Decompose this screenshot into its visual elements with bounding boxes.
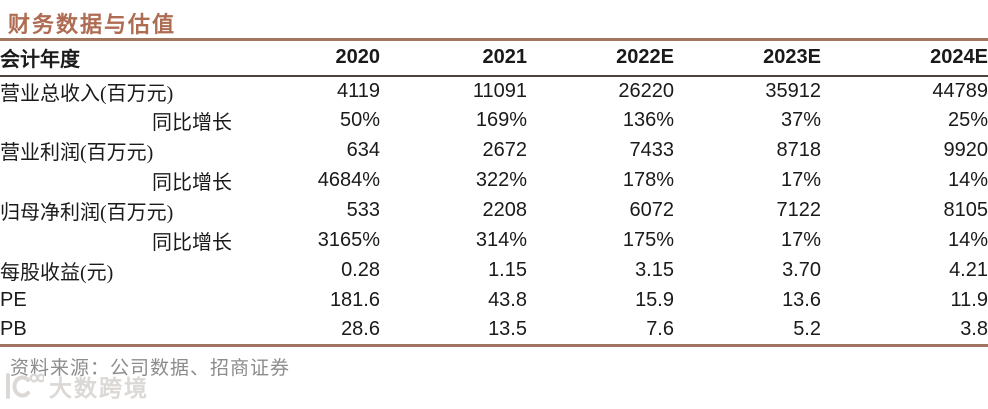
table-row: 营业利润(百万元) 634 2672 7433 8718 9920 [0,136,988,166]
row-label: 每股收益(元) [0,262,114,284]
source-note: 资料来源：公司数据、招商证券 [10,358,291,379]
value-cell: 37% [780,109,821,131]
value-cell: 50% [339,109,380,131]
row-sublabel: 同比增长 [152,232,232,254]
row-sublabel: 同比增长 [152,112,232,134]
value-cell: 17% [780,229,821,251]
value-cell: 4684% [317,169,380,191]
value-cell: 169% [475,109,527,131]
value-cell: 3.8 [960,318,988,341]
value-cell: 175% [622,229,674,251]
value-cell: 11.9 [950,289,988,311]
value-cell: 44789 [932,79,988,102]
header-cell-year: 2022E [616,46,674,69]
table-row: PB 28.6 13.5 7.6 5.2 3.8 [0,316,988,346]
value-cell: 136% [622,109,674,131]
value-cell: 28.6 [341,318,380,341]
value-cell: 7.6 [646,318,674,341]
value-cell: 26220 [618,79,674,102]
header-cell-year: 2021 [482,46,528,69]
value-cell: 4.21 [949,259,988,281]
value-cell: 2672 [482,139,528,161]
header-cell-year: 2023E [763,46,821,69]
value-cell: 11091 [472,79,527,102]
header-cell-year: 2020 [335,46,381,69]
section-title: 财务数据与估值 [8,12,177,37]
value-cell: 5.2 [793,318,821,341]
value-cell: 25% [947,109,988,131]
value-cell: 43.8 [488,289,527,311]
table-row: 归母净利润(百万元) 533 2208 6072 7122 8105 [0,196,988,226]
table-row: PE 181.6 43.8 15.9 13.6 11.9 [0,286,988,316]
value-cell: 0.28 [341,259,380,281]
row-label: 营业总收入(百万元) [0,82,174,105]
value-cell: 2208 [482,199,528,221]
value-cell: 178% [622,169,674,191]
header-cell-label: 会计年度 [0,49,80,72]
value-cell: 322% [475,169,527,191]
value-cell: 6072 [629,199,675,221]
value-cell: 3.70 [782,259,821,281]
table-row: 每股收益(元) 0.28 1.15 3.15 3.70 4.21 [0,256,988,286]
value-cell: 533 [346,199,380,221]
value-cell: 7433 [629,139,675,161]
value-cell: 7122 [776,199,822,221]
row-sublabel: 同比增长 [152,172,232,194]
table-row: 同比增长 4684% 322% 178% 17% 14% [0,166,988,196]
value-cell: 4119 [336,79,380,102]
value-cell: 9920 [943,139,988,161]
table-header-row: 会计年度 2020 2021 2022E 2023E 2024E [0,39,988,76]
value-cell: 35912 [765,79,821,102]
table-row: 同比增长 50% 169% 136% 37% 25% [0,106,988,136]
table-row: 营业总收入(百万元) 4119 11091 26220 35912 44789 [0,76,988,106]
row-label: 营业利润(百万元) [0,142,154,164]
value-cell: 1.15 [488,259,527,281]
value-cell: 314% [475,229,527,251]
financial-table: 会计年度 2020 2021 2022E 2023E 2024E 营业总收入(百万元) 41… [0,38,988,347]
header-cell-year: 2024E [930,46,988,69]
value-cell: 3.15 [635,259,674,281]
value-cell: 17% [780,169,821,191]
value-cell: 8718 [776,139,822,161]
value-cell: 15.9 [635,289,674,311]
table-row: 同比增长 3165% 314% 175% 17% 14% [0,226,988,256]
table-body: 营业总收入(百万元) 4119 11091 26220 35912 44789 同比增长 50… [0,76,988,346]
value-cell: 13.6 [782,289,821,311]
row-label: PE [0,289,27,311]
row-label: PB [0,318,27,341]
value-cell: 181.6 [329,289,380,311]
value-cell: 14% [947,169,988,191]
value-cell: 8105 [943,199,988,221]
value-cell: 13.5 [488,318,527,341]
value-cell: 14% [947,229,988,251]
value-cell: 634 [346,139,380,161]
row-label: 归母净利润(百万元) [0,202,174,224]
value-cell: 3165% [317,229,380,251]
